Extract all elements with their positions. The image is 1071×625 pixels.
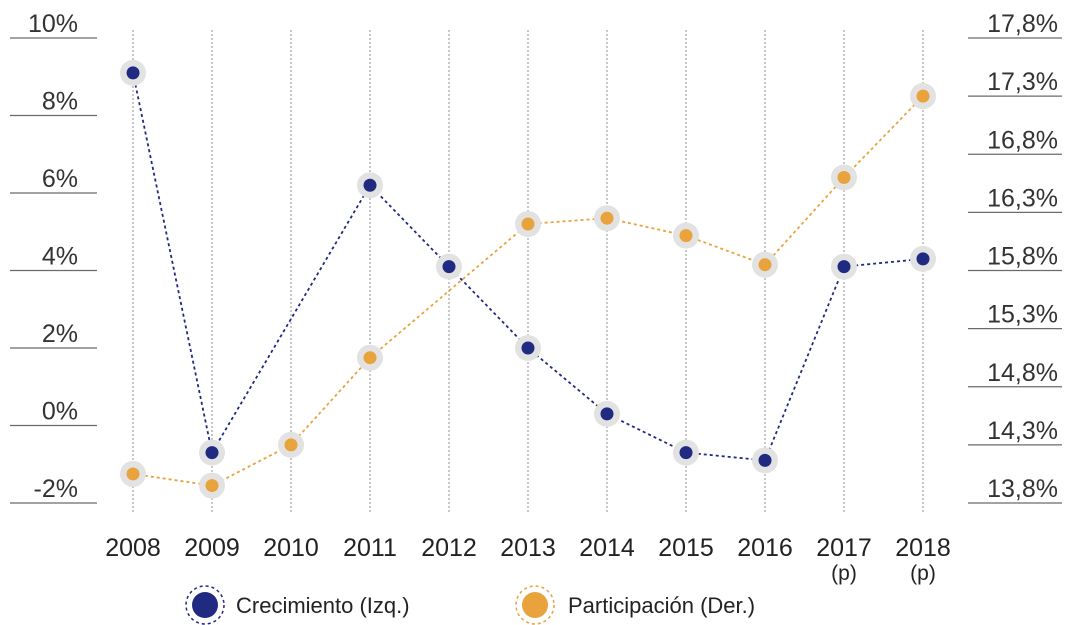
left-tick-label: 0%: [42, 398, 78, 426]
data-point: [284, 438, 298, 452]
data-point: [363, 178, 377, 192]
legend-label: Participación (Der.): [568, 593, 755, 618]
data-point: [521, 217, 535, 231]
x-tick-label: 2014: [579, 534, 635, 562]
data-point: [837, 171, 851, 184]
data-point: [758, 258, 772, 272]
left-axis: 10% 8% 6% 4% 2% 0% -2%: [10, 10, 97, 504]
x-tick-label: 2011: [343, 534, 397, 562]
data-point: [679, 229, 693, 243]
legend-marker: [522, 592, 548, 618]
right-axis: 17,8% 17,3% 16,8% 16,3% 15,8% 15,3% 14,8% 14,3%…: [968, 10, 1062, 504]
x-tick-label: 2017: [816, 534, 872, 562]
data-point: [442, 260, 456, 274]
right-tick-label: 17,8%: [987, 10, 1058, 38]
left-tick-label: 4%: [42, 243, 78, 271]
data-point: [916, 89, 930, 103]
x-tick-sublabel: (p): [831, 562, 857, 585]
left-tick-label: 6%: [42, 165, 78, 193]
right-tick-label: 14,8%: [987, 359, 1058, 387]
legend-marker-ring: [515, 585, 555, 625]
data-point: [205, 479, 219, 493]
data-point: [679, 446, 693, 460]
x-tick-label: 2015: [658, 534, 714, 562]
series-points: [120, 59, 936, 499]
data-point: [600, 407, 614, 421]
left-tick-label: -2%: [34, 475, 78, 503]
x-tick-label: 2013: [500, 534, 556, 562]
legend-label: Crecimiento (Izq.): [236, 593, 410, 618]
right-tick-label: 16,8%: [987, 126, 1058, 154]
right-tick-label: 14,3%: [987, 417, 1058, 445]
x-tick-label: 2018: [895, 534, 951, 562]
data-point: [837, 260, 851, 274]
right-tick-label: 17,3%: [987, 68, 1058, 96]
x-tick-label: 2012: [421, 534, 477, 562]
x-axis: 2008 2009 2010 2011 2012 2013 2014 2015 2016 2017…: [105, 534, 951, 585]
x-tick-label: 2016: [737, 534, 793, 562]
x-tick-label: 2010: [263, 534, 319, 562]
legend-marker-ring: [185, 585, 225, 625]
vertical-gridlines: [132, 30, 924, 512]
legend: Crecimiento (Izq.) Participación (Der.): [185, 585, 755, 625]
x-tick-sublabel: (p): [910, 562, 936, 585]
right-tick-label: 15,8%: [987, 243, 1058, 271]
data-point: [758, 453, 772, 467]
legend-marker: [192, 592, 218, 618]
data-point: [916, 252, 930, 266]
data-point: [363, 351, 377, 365]
data-point: [205, 446, 219, 460]
data-point: [126, 66, 140, 80]
data-point: [600, 211, 614, 225]
right-tick-label: 16,3%: [987, 184, 1058, 212]
left-tick-label: 2%: [42, 320, 78, 348]
right-tick-label: 15,3%: [987, 301, 1058, 329]
data-point: [126, 467, 140, 481]
right-tick-label: 13,8%: [987, 475, 1058, 503]
data-point: [521, 341, 535, 355]
left-tick-label: 10%: [28, 10, 78, 38]
x-tick-label: 2009: [184, 534, 240, 562]
left-tick-label: 8%: [42, 88, 78, 116]
x-tick-label: 2008: [105, 534, 161, 562]
